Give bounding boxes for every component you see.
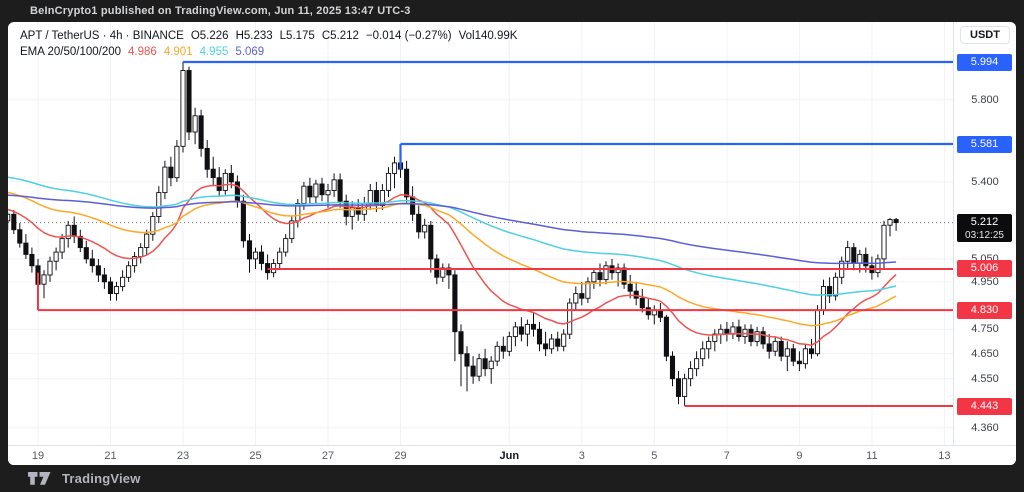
- price-tick-label: 5.800: [971, 93, 999, 106]
- quote-currency-badge: USDT: [960, 26, 1010, 44]
- symbol-title[interactable]: APT / TetherUS · 4h · BINANCE: [20, 30, 184, 42]
- price-tick-label: 4.650: [971, 347, 999, 360]
- chart-plot-area[interactable]: [8, 22, 953, 445]
- time-tick-label: 9: [796, 450, 803, 462]
- time-tick-label: 13: [938, 450, 951, 462]
- price-tick-label: 5.400: [971, 175, 999, 188]
- countdown-timer: 03:12:25: [965, 230, 1004, 242]
- ema100-value: 4.955: [199, 46, 229, 58]
- ema50-value: 4.901: [163, 46, 193, 58]
- time-tick-label: 29: [394, 450, 407, 462]
- ohlc-low: L5.175: [279, 30, 315, 42]
- time-tick-label: 27: [321, 450, 335, 462]
- ema200-value: 5.069: [235, 46, 265, 58]
- price-axis[interactable]: USDT 5.800 5.400 5.050 4.950 4.750 4.650 4.550…: [953, 22, 1016, 445]
- attribution-text: BeInCrypto1 published on TradingView.com…: [30, 5, 411, 17]
- tradingview-logo-icon: [28, 472, 51, 485]
- level-price-badge: 4.830: [957, 301, 1012, 319]
- time-tick-label: 3: [578, 450, 585, 462]
- level-price-badge: 4.443: [957, 397, 1012, 415]
- time-tick-label: 23: [176, 450, 190, 462]
- level-price-badge: 5.581: [957, 135, 1012, 153]
- price-tick-label: 4.360: [971, 421, 999, 434]
- price-tick-label: 4.950: [971, 275, 999, 288]
- time-tick-label: 21: [104, 450, 117, 462]
- level-price-badge: 5.006: [957, 260, 1012, 278]
- time-tick-label: 25: [249, 450, 262, 462]
- ohlc-open: O5.226: [190, 30, 229, 42]
- time-tick-label: 7: [723, 450, 730, 462]
- level-price-badge: 5.994: [957, 53, 1012, 71]
- time-tick-label: 11: [866, 450, 878, 462]
- attribution-bar: BeInCrypto1 published on TradingView.com…: [0, 0, 1024, 22]
- time-tick-label: 5: [651, 450, 658, 462]
- ohlc-high: H5.233: [235, 30, 273, 42]
- time-tick-label: Jun: [499, 450, 520, 462]
- footer-bar: TradingView: [0, 465, 1024, 492]
- price-tick-label: 4.550: [971, 372, 999, 385]
- chart-panel: APT / TetherUS · 4h · BINANCE O5.226 H5.…: [8, 22, 1016, 465]
- ema-indicator-row: EMA 20/50/100/200 4.986 4.901 4.955 5.06…: [20, 44, 517, 60]
- candlestick-chart[interactable]: [8, 22, 953, 445]
- time-tick-label: 19: [31, 450, 45, 462]
- ema-indicator-label[interactable]: EMA 20/50/100/200: [20, 46, 122, 58]
- footer-brand-text: TradingView: [62, 471, 141, 486]
- time-axis[interactable]: 19 21 23 25 27 29 Jun 3 5 7 9 11 13: [8, 445, 1016, 465]
- symbol-row: APT / TetherUS · 4h · BINANCE O5.226 H5.…: [20, 28, 517, 44]
- last-price-badge: 5.212 03:12:25: [957, 214, 1012, 243]
- ema20-value: 4.986: [128, 46, 157, 58]
- volume-value: Vol140.99K: [458, 30, 518, 42]
- ohlc-close: C5.212: [321, 30, 359, 42]
- chart-legend: APT / TetherUS · 4h · BINANCE O5.226 H5.…: [20, 28, 517, 60]
- price-tick-label: 4.750: [971, 323, 999, 336]
- price-change: −0.014 (−0.27%): [365, 30, 452, 42]
